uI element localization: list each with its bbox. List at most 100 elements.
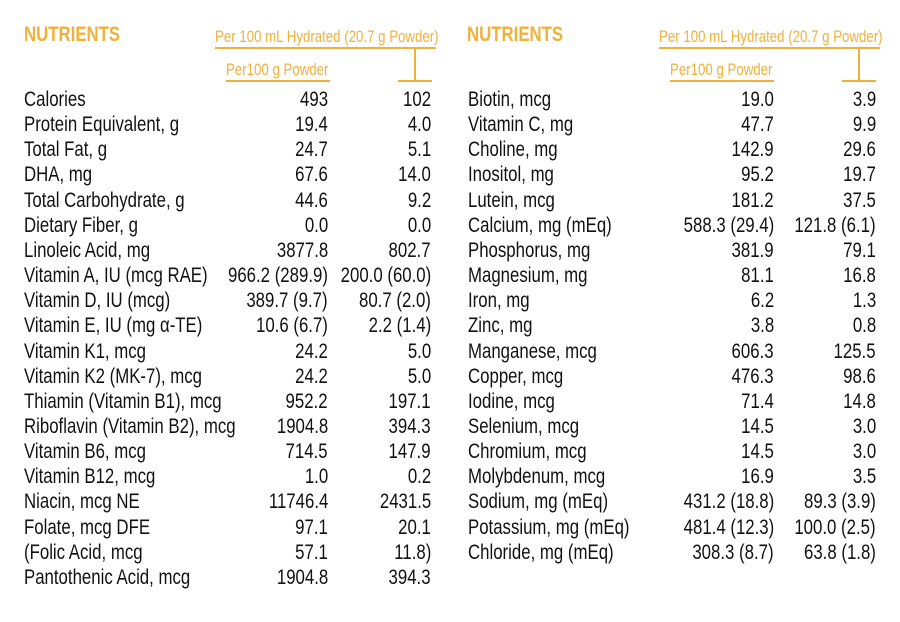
hydrated-header-underline [215,47,436,49]
nutrient-label: Niacin, mcg NE [24,490,140,514]
value-per-100g-powder: 381.9 [731,238,774,262]
value-per-100ml-hydrated: 394.3 [388,414,431,438]
nutrient-label: Chromium, mcg [468,440,587,464]
table-row: Folate, mcg DFE 97.1 20.1 [0,516,450,541]
value-per-100g-powder: 389.7 (9.7) [246,289,328,313]
nutrient-label: Iron, mg [468,289,530,313]
value-per-100ml-hydrated: 802.7 [388,238,431,262]
nutrient-label: (Folic Acid, mcg [24,540,143,564]
value-per-100g-powder: 6.2 [750,289,774,313]
bracket-base [842,80,876,82]
value-per-100ml-hydrated: 197.1 [388,389,431,413]
nutrient-label: Sodium, mg (mEq) [468,490,609,514]
table-row: Vitamin D, IU (mcg) 389.7 (9.7) 80.7 (2.0) [0,289,450,314]
value-per-100ml-hydrated: 2431.5 [379,490,431,514]
table-row: DHA, mg 67.6 14.0 [0,163,450,188]
value-per-100g-powder: 606.3 [731,339,774,363]
nutrient-label: Choline, mg [468,138,558,162]
table-row: Manganese, mcg 606.3 125.5 [444,340,894,365]
hydrated-column-header: Per 100 mL Hydrated (20.7 g Powder) [215,27,439,46]
nutrient-label: Iodine, mcg [468,389,555,413]
table-row: Vitamin B6, mcg 714.5 147.9 [0,440,450,465]
value-per-100g-powder: 14.5 [741,440,774,464]
value-per-100ml-hydrated: 100.0 (2.5) [794,515,876,539]
table-row: Chromium, mcg 14.5 3.0 [444,440,894,465]
value-per-100g-powder: 57.1 [295,540,328,564]
nutrient-label: Copper, mcg [468,364,564,388]
nutrient-label: Magnesium, mg [468,264,588,288]
value-per-100g-powder: 97.1 [295,515,328,539]
nutrient-label: Lutein, mcg [468,188,555,212]
value-per-100ml-hydrated: 1.3 [852,289,876,313]
table-row: Selenium, mcg 14.5 3.0 [444,415,894,440]
value-per-100g-powder: 0.0 [304,213,328,237]
bracket-stem [414,48,416,81]
value-per-100ml-hydrated: 79.1 [843,238,876,262]
value-per-100g-powder: 493 [299,88,328,111]
value-per-100ml-hydrated: 2.2 (1.4) [368,314,431,338]
value-per-100g-powder: 1904.8 [276,414,328,438]
value-per-100g-powder: 16.9 [741,465,774,489]
nutrient-label: Calcium, mg (mEq) [468,213,612,237]
powder-header-underline [226,80,330,82]
value-per-100ml-hydrated: 3.9 [852,88,876,111]
value-per-100ml-hydrated: 5.0 [407,364,431,388]
value-per-100ml-hydrated: 200.0 (60.0) [340,264,431,288]
table-row: Iodine, mcg 71.4 14.8 [444,390,894,415]
value-per-100g-powder: 71.4 [741,389,774,413]
nutrient-label: Vitamin A, IU (mcg RAE) [24,264,208,288]
table-row: Vitamin K1, mcg 24.2 5.0 [0,340,450,365]
table-row: Linoleic Acid, mg 3877.8 802.7 [0,239,450,264]
value-per-100ml-hydrated: 3.0 [852,440,876,464]
nutrient-label: Linoleic Acid, mg [24,238,151,262]
value-per-100g-powder: 95.2 [741,163,774,187]
nutrient-label: Biotin, mcg [468,88,552,111]
nutrient-label: Manganese, mcg [468,339,597,363]
value-per-100ml-hydrated: 14.8 [843,389,876,413]
value-per-100ml-hydrated: 121.8 (6.1) [794,213,876,237]
nutrients-heading: NUTRIENTS [467,23,564,46]
table-row: Zinc, mg 3.8 0.8 [444,314,894,339]
nutrients-heading: NUTRIENTS [24,23,121,46]
value-per-100g-powder: 714.5 [285,440,328,464]
value-per-100g-powder: 14.5 [741,414,774,438]
table-row: Potassium, mg (mEq) 481.4 (12.3) 100.0 (2.… [444,516,894,541]
value-per-100ml-hydrated: 14.0 [398,163,431,187]
value-per-100g-powder: 24.2 [295,339,328,363]
nutrients-table-right: NUTRIENTS Per 100 mL Hydrated (20.7 g Po… [444,0,894,622]
nutrient-label: Vitamin C, mg [468,113,574,137]
nutrient-label: Inositol, mg [468,163,554,187]
value-per-100g-powder: 24.2 [295,364,328,388]
value-per-100ml-hydrated: 9.2 [407,188,431,212]
nutrient-label: Chloride, mg (mEq) [468,540,614,564]
table-row: Iron, mg 6.2 1.3 [444,289,894,314]
value-per-100ml-hydrated: 0.2 [407,465,431,489]
value-per-100g-powder: 44.6 [295,188,328,212]
nutrient-label: Riboflavin (Vitamin B2), mcg [24,414,236,438]
table-row: Sodium, mg (mEq) 431.2 (18.8) 89.3 (3.9) [444,490,894,515]
nutrient-label: Pantothenic Acid, mcg [24,565,191,589]
table-row: Total Fat, g 24.7 5.1 [0,138,450,163]
value-per-100g-powder: 476.3 [731,364,774,388]
table-row: (Folic Acid, mcg 57.1 11.8) [0,541,450,566]
value-per-100ml-hydrated: 5.0 [407,339,431,363]
table-row: Calcium, mg (mEq) 588.3 (29.4) 121.8 (6.1) [444,214,894,239]
nutrient-label: Vitamin K2 (MK-7), mcg [24,364,202,388]
value-per-100ml-hydrated: 102 [402,88,431,111]
nutrient-label: Vitamin B6, mcg [24,440,147,464]
value-per-100ml-hydrated: 0.8 [852,314,876,338]
value-per-100g-powder: 47.7 [741,113,774,137]
table-row: Pantothenic Acid, mcg 1904.8 394.3 [0,566,450,591]
value-per-100ml-hydrated: 37.5 [843,188,876,212]
table-row: Choline, mg 142.9 29.6 [444,138,894,163]
table-row: Biotin, mcg 19.0 3.9 [444,88,894,113]
value-per-100ml-hydrated: 4.0 [407,113,431,137]
nutrient-label: Total Fat, g [24,138,108,162]
table-row: Vitamin C, mg 47.7 9.9 [444,113,894,138]
nutrient-label: Dietary Fiber, g [24,213,138,237]
value-per-100ml-hydrated: 5.1 [407,138,431,162]
value-per-100g-powder: 1904.8 [276,565,328,589]
table-row: Phosphorus, mg 381.9 79.1 [444,239,894,264]
nutrient-label: Protein Equivalent, g [24,113,180,137]
nutrient-label: Molybdenum, mcg [468,465,606,489]
